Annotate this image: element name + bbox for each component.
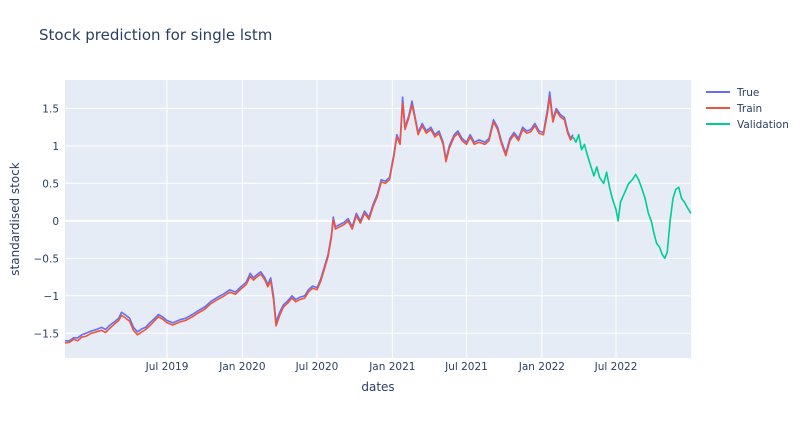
legend-label: Train: [736, 103, 762, 115]
series-line-validation: [572, 133, 692, 260]
series-line-train: [64, 96, 574, 344]
x-tick-label: Jul 2021: [444, 361, 488, 373]
y-tick-label: 1: [52, 141, 59, 153]
legend-label: True: [736, 87, 759, 99]
y-gridlines: [65, 107, 691, 334]
x-tick-label: Jan 2021: [368, 361, 415, 373]
legend-item-train[interactable]: Train: [706, 103, 762, 115]
legend[interactable]: True Train Validation: [706, 87, 789, 131]
y-tick-label: −1: [44, 291, 59, 303]
x-tick-label: Jul 2022: [594, 361, 638, 373]
y-axis-label: standardised stock: [8, 162, 22, 276]
series-lines: [64, 91, 692, 344]
y-tick-label: −1.5: [34, 328, 60, 340]
y-tick-label: 1.5: [42, 103, 59, 115]
x-gridlines: [166, 80, 617, 358]
x-tick-label: Jan 2020: [218, 361, 265, 373]
legend-item-validation[interactable]: Validation: [706, 119, 789, 131]
legend-label: Validation: [737, 119, 789, 131]
legend-item-true[interactable]: True: [706, 87, 759, 99]
x-tick-label: Jan 2022: [518, 361, 565, 373]
plot-area: [65, 80, 691, 358]
y-tick-label: 0: [52, 216, 59, 228]
y-tick-label: 0.5: [42, 178, 59, 190]
x-tick-label: Jul 2020: [295, 361, 339, 373]
x-tick-label: Jul 2019: [145, 361, 189, 373]
x-axis-label: dates: [361, 380, 394, 394]
y-tick-label: −0.5: [34, 253, 60, 265]
x-tick-labels: Jul 2019 Jan 2020 Jul 2020 Jan 2021 Jul 2021…: [145, 361, 638, 373]
y-tick-labels: 1.5 1 0.5 0 −0.5 −1 −1.5: [34, 103, 60, 340]
chart-title: Stock prediction for single lstm: [39, 26, 272, 44]
